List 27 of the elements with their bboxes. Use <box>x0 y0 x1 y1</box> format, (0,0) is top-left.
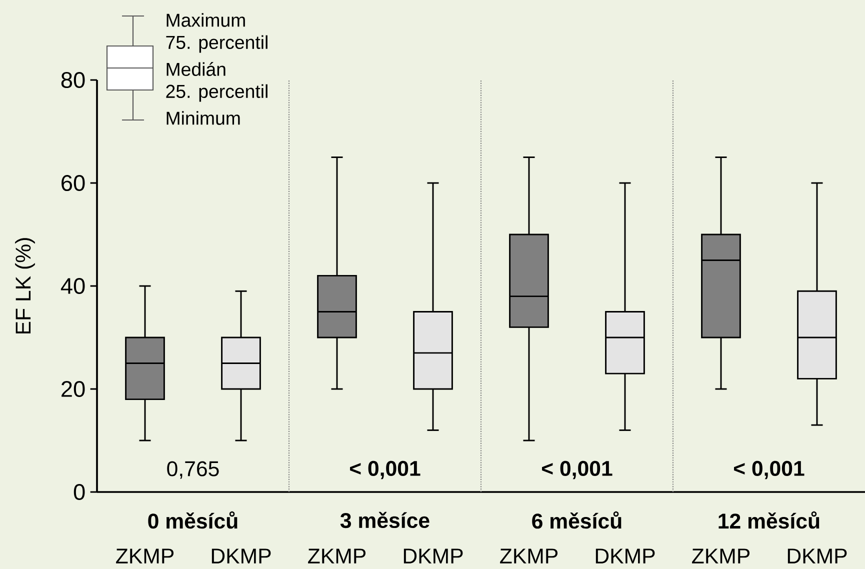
y-axis-title: EF LK (%) <box>15 238 35 334</box>
x-tick-label: DKMP <box>212 548 271 564</box>
text: 12 měsíců <box>718 511 820 529</box>
annotation: < 0,001 <box>350 460 420 480</box>
x-tick-label: ZKMP <box>500 548 558 564</box>
x-tick-label: ZKMP <box>116 548 174 564</box>
text: 75. percentil <box>166 35 268 53</box>
annotation: < 0,001 <box>542 460 612 480</box>
y-tick-label: 60 <box>62 174 85 192</box>
x-tick-label: ZKMP <box>308 548 366 564</box>
y-tick-label: 0 <box>74 484 85 500</box>
y-tick-label: 40 <box>60 278 85 294</box>
x-tick-label: DKMP <box>788 548 847 564</box>
annotation: 25. percentil <box>166 84 268 102</box>
annotation: Minimum <box>166 111 240 125</box>
text: 0 měsíců <box>148 511 238 529</box>
x-tick-label: ZKMP <box>692 548 750 564</box>
x-tick-label: DKMP <box>596 548 655 564</box>
text: Maximum <box>166 13 245 27</box>
text: Medián <box>166 62 226 76</box>
annotation: < 0,001 <box>734 460 804 480</box>
text: 6 měsíců <box>532 511 622 529</box>
y-tick-label: 20 <box>62 380 85 398</box>
annotation: 0,765 <box>167 461 219 479</box>
x-tick-label: DKMP <box>404 548 463 564</box>
text: 3 měsíce <box>340 512 430 528</box>
y-tick-label: 80 <box>61 72 85 88</box>
